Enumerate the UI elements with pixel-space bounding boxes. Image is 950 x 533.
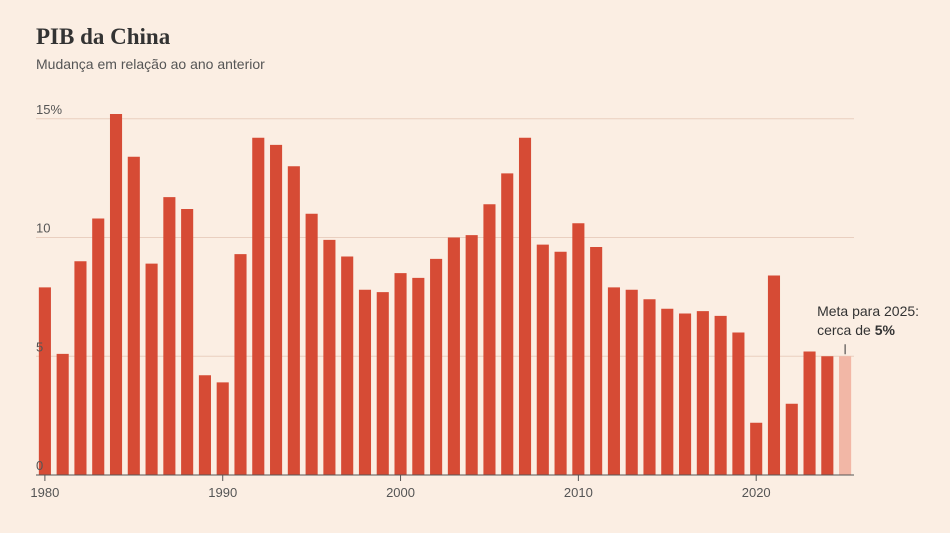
- bar: [412, 278, 424, 475]
- bar: [128, 157, 140, 475]
- x-tick-label: 1980: [30, 485, 59, 500]
- bar: [750, 423, 762, 475]
- bar: [786, 404, 798, 475]
- bar: [768, 276, 780, 476]
- bar: [697, 311, 709, 475]
- bar: [715, 316, 727, 475]
- bar: [323, 240, 335, 475]
- bar: [92, 219, 104, 476]
- bar: [288, 166, 300, 475]
- y-tick-label: 10: [36, 221, 50, 236]
- annotation-line2-prefix: cerca de: [817, 322, 875, 338]
- bar: [181, 209, 193, 475]
- bar: [821, 356, 833, 475]
- annotation-line1: Meta para 2025:: [817, 303, 919, 319]
- bar: [430, 259, 442, 475]
- bar: [341, 257, 353, 476]
- bar: [74, 261, 86, 475]
- bar: [643, 299, 655, 475]
- bar: [448, 238, 460, 476]
- bar: [537, 245, 549, 475]
- bar: [234, 254, 246, 475]
- bar: [217, 382, 229, 475]
- bar: [555, 252, 567, 475]
- x-tick-label: 2010: [564, 485, 593, 500]
- chart-container: PIB da China Mudança em relação ao ano a…: [0, 0, 950, 533]
- x-tick-label: 2020: [742, 485, 771, 500]
- bar: [661, 309, 673, 475]
- bar: [270, 145, 282, 475]
- bar: [572, 223, 584, 475]
- bar: [803, 352, 815, 476]
- bar: [590, 247, 602, 475]
- bar-chart: 0 5 10 15% 1980 1990 2000 2010 2020: [0, 0, 950, 533]
- y-tick-label: 15%: [36, 102, 62, 117]
- bar: [839, 356, 851, 475]
- bar: [146, 264, 158, 475]
- bar: [306, 214, 318, 475]
- bar: [110, 114, 122, 475]
- bar: [394, 273, 406, 475]
- bar: [359, 290, 371, 475]
- bar: [501, 173, 513, 475]
- bar: [679, 314, 691, 476]
- bar: [377, 292, 389, 475]
- bar: [199, 375, 211, 475]
- target-annotation: Meta para 2025: cerca de 5%: [817, 302, 919, 340]
- y-tick-label: 0: [36, 458, 43, 473]
- x-tick-label: 1990: [208, 485, 237, 500]
- bar: [732, 333, 744, 476]
- bar: [39, 287, 51, 475]
- bar: [466, 235, 478, 475]
- bar: [252, 138, 264, 475]
- bar: [519, 138, 531, 475]
- bar: [57, 354, 69, 475]
- y-tick-label: 5: [36, 339, 43, 354]
- bar: [626, 290, 638, 475]
- x-tick-label: 2000: [386, 485, 415, 500]
- annotation-line2-bold: 5%: [875, 322, 895, 338]
- bar: [163, 197, 175, 475]
- bar: [608, 287, 620, 475]
- bar: [483, 204, 495, 475]
